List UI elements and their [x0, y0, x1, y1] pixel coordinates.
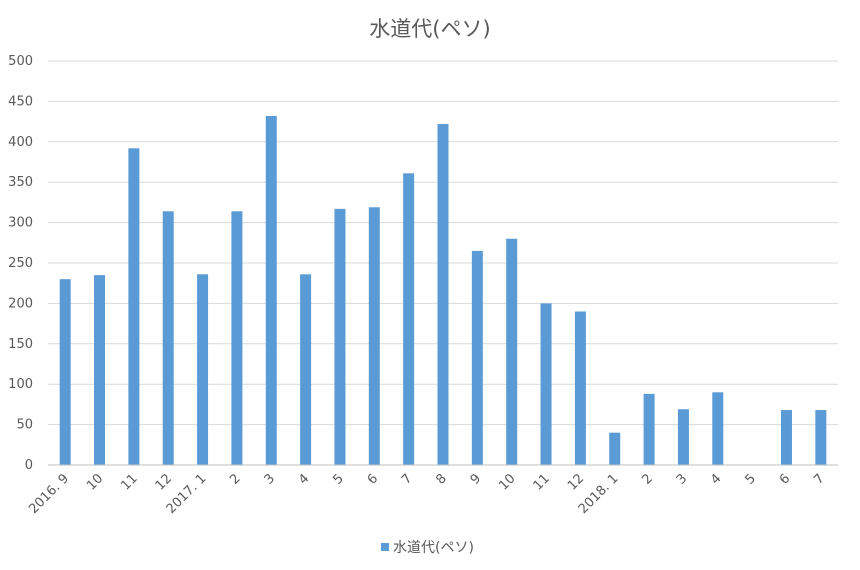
- bar: [780, 410, 792, 465]
- y-tick-label: 350: [8, 175, 33, 190]
- x-tick-label: 4: [296, 471, 312, 487]
- x-tick-label: 8: [433, 471, 449, 487]
- x-tick-label: 6: [365, 471, 381, 487]
- bar: [437, 124, 449, 466]
- y-tick-label: 0: [25, 458, 33, 473]
- x-tick-label: 7: [811, 471, 827, 487]
- legend: 水道代(ペソ): [381, 540, 474, 556]
- x-tick-label: 2: [227, 471, 243, 487]
- legend-swatch: [381, 543, 389, 551]
- bar: [265, 115, 277, 465]
- x-tick-label: 2: [639, 471, 655, 487]
- bar: [609, 432, 621, 465]
- legend-label: 水道代(ペソ): [393, 540, 474, 556]
- x-tick-label: 3: [262, 471, 278, 487]
- y-tick-label: 400: [8, 135, 33, 150]
- y-tick-label: 500: [8, 54, 33, 69]
- y-tick-label: 150: [8, 337, 33, 352]
- bar: [712, 392, 724, 465]
- x-tick-label: 12: [153, 471, 175, 493]
- x-tick-label: 11: [531, 471, 553, 493]
- y-tick-label: 250: [8, 256, 33, 271]
- bar: [59, 279, 71, 465]
- bar: [368, 207, 380, 466]
- bar: [162, 211, 174, 465]
- x-tick-label: 4: [708, 471, 724, 487]
- bar: [815, 410, 827, 465]
- x-tick-label: 7: [399, 471, 415, 487]
- x-tick-label: 12: [565, 471, 587, 493]
- y-tick-label: 50: [16, 418, 33, 433]
- chart-title: 水道代(ペソ): [369, 17, 490, 41]
- y-axis-ticks: 0 50 100 150 200 250 300 350 400 450 500: [8, 54, 33, 473]
- bar: [574, 311, 586, 465]
- y-tick-label: 100: [8, 377, 33, 392]
- bar: [677, 409, 689, 465]
- x-tick-label: 11: [118, 471, 140, 493]
- bar: [197, 274, 209, 465]
- bar: [128, 148, 140, 465]
- y-tick-label: 450: [8, 94, 33, 109]
- bars: [59, 115, 827, 466]
- bar: [403, 173, 415, 465]
- x-tick-label: 6: [777, 471, 793, 487]
- x-tick-label: 5: [742, 471, 758, 487]
- bar: [540, 303, 552, 465]
- bar: [506, 238, 518, 465]
- y-tick-label: 300: [8, 216, 33, 231]
- x-tick-label: 9: [468, 471, 484, 487]
- y-tick-label: 200: [8, 296, 33, 311]
- x-tick-label: 3: [674, 471, 690, 487]
- bar: [231, 211, 243, 465]
- bar: [300, 274, 312, 465]
- x-tick-label: 5: [330, 471, 346, 487]
- bar: [471, 250, 483, 465]
- x-tick-label: 10: [496, 471, 518, 493]
- x-tick-label: 10: [84, 471, 106, 493]
- x-tick-label: 2016. 9: [26, 471, 72, 517]
- bar: [334, 208, 346, 465]
- bar: [94, 275, 106, 465]
- bar: [643, 393, 655, 465]
